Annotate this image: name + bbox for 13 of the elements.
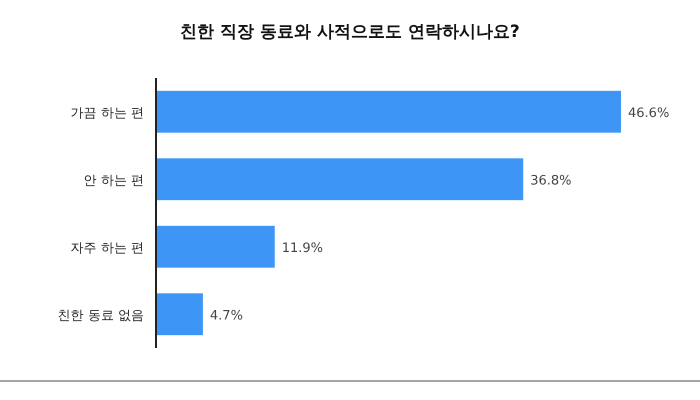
data-label: 4.7% — [210, 308, 243, 324]
chart-title: 친한 직장 동료와 사적으로도 연락하시나요? — [180, 22, 520, 42]
y-tick-label: 자주 하는 편 — [70, 240, 144, 256]
data-label: 11.9% — [282, 240, 324, 256]
y-tick-label: 안 하는 편 — [84, 173, 144, 188]
bar — [156, 226, 275, 268]
data-label: 46.6% — [628, 106, 670, 121]
y-tick-label: 친한 동료 없음 — [58, 308, 144, 324]
y-tick-label: 가끔 하는 편 — [70, 106, 144, 121]
bar — [156, 158, 524, 200]
data-label: 36.8% — [530, 173, 572, 188]
bar — [156, 293, 203, 336]
bar — [156, 90, 621, 133]
